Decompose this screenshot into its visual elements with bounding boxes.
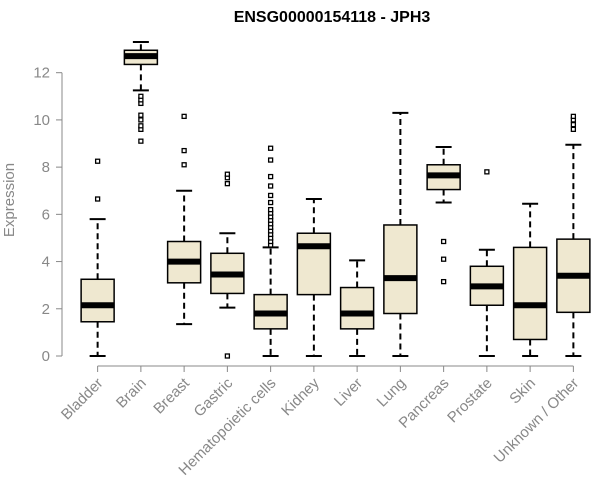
box-gastric xyxy=(210,171,245,359)
outlier-point xyxy=(267,183,274,189)
y-tick-label: 10 xyxy=(33,112,50,129)
x-tick-label: Liver xyxy=(331,375,366,410)
y-tick-label: 2 xyxy=(42,301,50,318)
chart-title: ENSG00000154118 - JPH3 xyxy=(234,9,431,26)
box-bladder xyxy=(80,158,115,357)
box-breast xyxy=(166,113,202,326)
outlier-point xyxy=(267,206,274,213)
outlier-point xyxy=(224,171,231,177)
outlier-point xyxy=(267,199,274,206)
x-tick-label: Brain xyxy=(113,375,150,412)
y-tick-label: 6 xyxy=(42,206,50,223)
box-liver xyxy=(339,259,375,357)
outlier-point xyxy=(484,169,490,175)
iqr-box xyxy=(512,246,548,341)
outlier-point xyxy=(94,196,101,202)
outlier-point xyxy=(181,147,187,154)
iqr-box xyxy=(339,286,375,330)
outlier-point xyxy=(267,192,274,199)
x-tick-label: Kidney xyxy=(278,374,323,419)
iqr-box xyxy=(296,232,332,296)
y-tick-label: 0 xyxy=(42,348,50,365)
outlier-point xyxy=(570,121,577,128)
box-hematopoietic-cells xyxy=(253,145,288,357)
y-tick-label: 12 xyxy=(33,65,50,82)
box-unknown-other xyxy=(556,113,591,357)
x-tick-label: Skin xyxy=(506,375,539,408)
outlier-point xyxy=(138,123,144,129)
y-axis: 0 2 4 6 8 10 12 xyxy=(33,65,63,365)
box-pancreas xyxy=(426,146,461,285)
outlier-point xyxy=(440,256,447,262)
x-tick-label: Prostate xyxy=(444,375,496,427)
box-prostate xyxy=(469,169,505,357)
x-tick-label: Bladder xyxy=(58,375,107,424)
x-tick-label: Lung xyxy=(374,375,410,411)
outlier-point xyxy=(267,173,274,180)
box-brain xyxy=(123,41,159,144)
outlier-point xyxy=(94,158,101,164)
outlier-point xyxy=(181,162,187,168)
iqr-box xyxy=(80,278,115,323)
outlier-point xyxy=(570,113,577,120)
y-tick-label: 8 xyxy=(42,159,50,176)
outlier-point xyxy=(224,353,231,359)
outlier-point xyxy=(570,126,577,133)
outlier-point xyxy=(267,157,274,163)
y-axis-label: Expression xyxy=(1,163,18,237)
outlier-point xyxy=(267,145,274,151)
outlier-point xyxy=(138,93,144,99)
x-tick-label: Breast xyxy=(150,374,193,417)
outlier-point xyxy=(138,138,144,144)
box-lung xyxy=(383,111,418,357)
outlier-point xyxy=(138,117,144,123)
box-skin xyxy=(512,202,548,357)
iqr-box xyxy=(383,224,418,315)
box-series xyxy=(80,41,591,359)
outlier-point xyxy=(138,112,144,118)
outlier-point xyxy=(181,113,187,120)
outlier-point xyxy=(440,278,447,285)
box-kidney xyxy=(296,198,332,357)
outlier-point xyxy=(440,238,447,245)
y-tick-label: 4 xyxy=(42,254,50,271)
outlier-point xyxy=(224,181,231,187)
